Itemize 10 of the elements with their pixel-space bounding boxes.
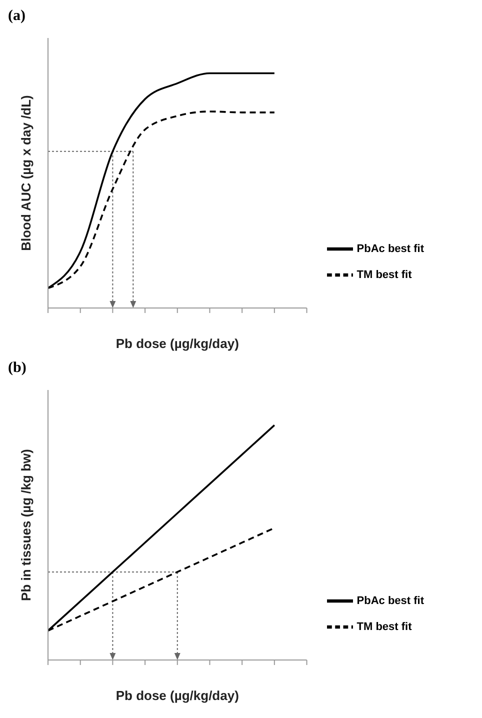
legend-label: TM best fit bbox=[356, 268, 412, 281]
y-axis-title: Pb in tissues (µg /kg bw) bbox=[18, 449, 34, 601]
legend-label: TM best fit bbox=[356, 620, 412, 633]
x-axis-title: Pb dose (µg/kg/day) bbox=[116, 688, 239, 703]
legend-label: PbAc best fit bbox=[356, 242, 424, 255]
y-axis-title: Blood AUC (µg x day /dL) bbox=[18, 95, 34, 251]
legend-label: PbAc best fit bbox=[356, 594, 424, 607]
x-axis-title: Pb dose (µg/kg/day) bbox=[116, 336, 239, 351]
chart-title: (a) bbox=[8, 8, 26, 26]
chart-title: (b) bbox=[8, 360, 28, 378]
